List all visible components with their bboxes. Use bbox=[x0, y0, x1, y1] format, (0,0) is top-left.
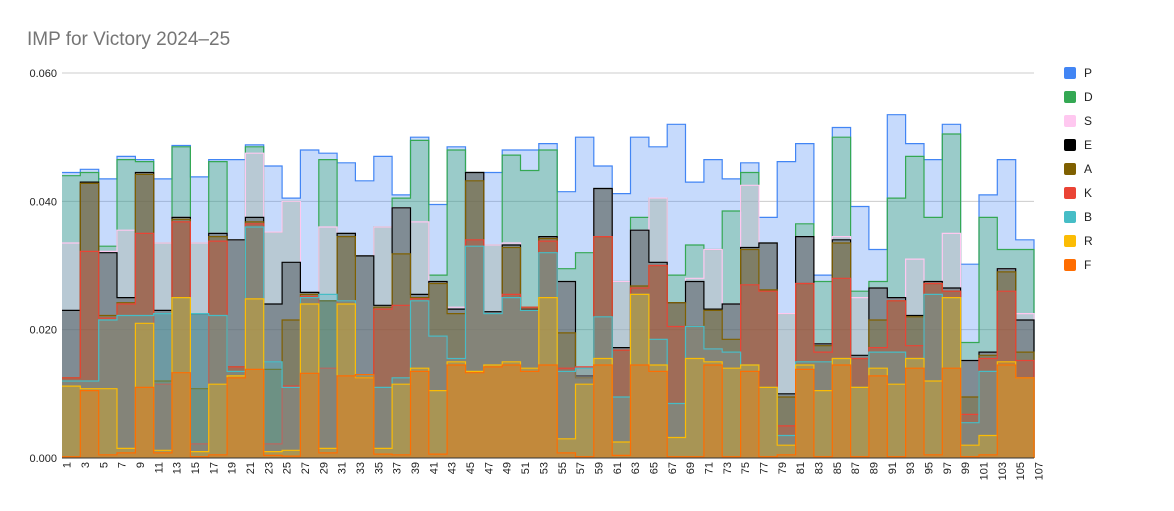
x-tick-label: 61 bbox=[612, 462, 624, 474]
y-axis: 0.000 0.020 0.040 0.060 bbox=[29, 68, 57, 465]
area-series-R bbox=[62, 294, 1034, 458]
line-series-R bbox=[62, 293, 1035, 458]
legend-swatch-F bbox=[1064, 259, 1076, 271]
gridlines bbox=[62, 72, 1034, 331]
x-tick-label: 27 bbox=[300, 462, 312, 474]
x-tick-label: 83 bbox=[814, 462, 826, 474]
x-tick-label: 39 bbox=[410, 462, 422, 474]
x-tick-label: 59 bbox=[593, 462, 605, 474]
x-tick-label: 23 bbox=[263, 462, 275, 474]
x-tick-label: 95 bbox=[924, 462, 936, 474]
x-tick-label: 35 bbox=[373, 462, 385, 474]
legend-label-R: R bbox=[1084, 234, 1093, 248]
x-tick-label: 29 bbox=[318, 462, 330, 474]
x-tick-label: 79 bbox=[777, 462, 789, 474]
area-series-P bbox=[62, 114, 1034, 458]
x-tick-label: 91 bbox=[887, 462, 899, 474]
x-tick-label: 103 bbox=[997, 462, 1009, 480]
x-tick-label: 51 bbox=[520, 462, 532, 474]
x-axis: 1 3 5 7 9 11 13 15 17 19 21 23 25 27 29 31 33 35 37 39 41 43 4… bbox=[62, 457, 1046, 480]
x-tick-label: 85 bbox=[832, 462, 844, 474]
x-tick-label: 17 bbox=[208, 462, 220, 474]
x-tick-label: 41 bbox=[428, 462, 440, 474]
y-tick-label: 0.060 bbox=[29, 68, 57, 80]
x-tick-label: 101 bbox=[979, 462, 991, 480]
area-series-A bbox=[62, 174, 1034, 458]
legend-label-E: E bbox=[1084, 138, 1092, 152]
area-series-S bbox=[62, 153, 1034, 458]
line-series-F bbox=[62, 364, 1035, 458]
legend-label-P: P bbox=[1084, 66, 1092, 80]
x-tick-label: 37 bbox=[392, 462, 404, 474]
x-tick-label: 49 bbox=[502, 462, 514, 474]
legend-label-S: S bbox=[1084, 114, 1092, 128]
x-tick-label: 89 bbox=[869, 462, 881, 474]
x-tick-label: 57 bbox=[575, 462, 587, 474]
x-tick-label: 11 bbox=[153, 462, 165, 473]
x-tick-label: 99 bbox=[960, 462, 972, 474]
x-tick-label: 77 bbox=[759, 462, 771, 474]
legend-label-F: F bbox=[1084, 258, 1091, 272]
legend-swatch-R bbox=[1064, 235, 1076, 247]
x-tick-label: 33 bbox=[355, 462, 367, 474]
stacked-areas bbox=[62, 114, 1035, 458]
line-series-B bbox=[62, 226, 1035, 458]
legend-swatch-A bbox=[1064, 163, 1076, 175]
y-tick-label: 0.040 bbox=[29, 196, 57, 208]
y-tick-label: 0.020 bbox=[29, 325, 57, 337]
legend-label-A: A bbox=[1084, 162, 1092, 176]
line-series-K bbox=[62, 221, 1035, 458]
area-series-B bbox=[62, 227, 1034, 458]
x-tick-label: 71 bbox=[704, 462, 716, 474]
x-tick-label: 47 bbox=[483, 462, 495, 474]
x-tick-label: 19 bbox=[227, 462, 239, 474]
x-tick-label: 25 bbox=[282, 462, 294, 474]
x-tick-label: 107 bbox=[1034, 462, 1046, 480]
area-series-E bbox=[62, 172, 1034, 458]
area-series-F bbox=[62, 365, 1034, 458]
x-tick-label: 53 bbox=[538, 462, 550, 474]
x-tick-label: 15 bbox=[190, 462, 202, 474]
x-tick-label: 5 bbox=[98, 462, 110, 468]
legend-swatch-B bbox=[1064, 211, 1076, 223]
legend-swatch-D bbox=[1064, 91, 1076, 103]
x-tick-label: 21 bbox=[245, 462, 257, 474]
x-tick-label: 97 bbox=[942, 462, 954, 474]
legend-swatch-K bbox=[1064, 187, 1076, 199]
chart-title: IMP for Victory 2024–25 bbox=[27, 29, 230, 50]
x-tick-label: 93 bbox=[905, 462, 917, 474]
x-tick-label: 63 bbox=[630, 462, 642, 474]
area-series-K bbox=[62, 221, 1034, 458]
x-tick-label: 73 bbox=[722, 462, 734, 474]
legend-label-B: B bbox=[1084, 210, 1092, 224]
legend-swatch-S bbox=[1064, 115, 1076, 127]
legend-label-D: D bbox=[1084, 90, 1093, 104]
legend-label-K: K bbox=[1084, 186, 1092, 200]
x-tick-label: 45 bbox=[465, 462, 477, 474]
x-tick-label: 65 bbox=[649, 462, 661, 474]
legend-swatch-P bbox=[1064, 67, 1076, 79]
x-tick-label: 1 bbox=[62, 462, 74, 468]
x-tick-label: 7 bbox=[117, 462, 129, 468]
x-tick-label: 105 bbox=[1015, 462, 1027, 480]
x-tick-label: 81 bbox=[795, 462, 807, 474]
x-tick-label: 75 bbox=[740, 462, 752, 474]
x-tick-label: 13 bbox=[172, 462, 184, 474]
x-tick-label: 55 bbox=[557, 462, 569, 474]
x-tick-label: 69 bbox=[685, 462, 697, 474]
x-tick-label: 3 bbox=[80, 462, 92, 468]
x-tick-label: 9 bbox=[135, 462, 147, 468]
x-tick-label: 87 bbox=[850, 462, 862, 474]
x-tick-label: 43 bbox=[447, 462, 459, 474]
x-tick-label: 31 bbox=[337, 462, 349, 474]
y-tick-label: 0.000 bbox=[29, 453, 57, 465]
x-tick-label: 67 bbox=[667, 462, 679, 474]
legend-swatch-E bbox=[1064, 139, 1076, 151]
area-series-D bbox=[62, 134, 1034, 458]
line-series-D bbox=[62, 133, 1035, 458]
